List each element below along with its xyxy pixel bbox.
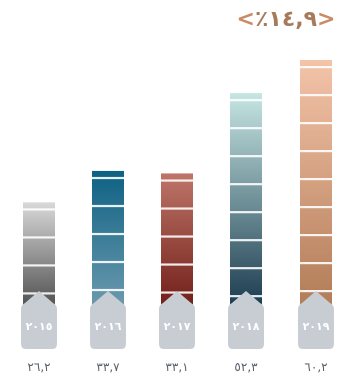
headline-open-bracket: < bbox=[236, 7, 255, 32]
bar-2-segments bbox=[92, 176, 124, 292]
bar-4 bbox=[230, 93, 262, 313]
year-label-1: ٢٠١٥ bbox=[26, 320, 53, 333]
year-label-2: ٢٠١٦ bbox=[95, 320, 122, 333]
bars-layer bbox=[23, 60, 332, 313]
year-badge-3 bbox=[159, 291, 195, 349]
year-badge-2 bbox=[90, 291, 126, 349]
year-label-4: ٢٠١٨ bbox=[233, 320, 260, 333]
value-label-4: ٥٢,٣ bbox=[234, 360, 258, 374]
year-badge-1 bbox=[21, 291, 57, 349]
year-badges-layer: ٢٠١٥ ٢٠١٦ ٢٠١٧ ٢٠١٨ ٢٠١٩ bbox=[21, 291, 334, 349]
value-label-3: ٣٣,١ bbox=[165, 360, 188, 374]
headline-close-bracket: > bbox=[317, 7, 336, 32]
year-label-3: ٢٠١٧ bbox=[164, 320, 191, 333]
year-badge-4 bbox=[228, 291, 264, 349]
value-label-2: ٣٣,٧ bbox=[96, 360, 120, 374]
value-label-1: ٢٦,٢ bbox=[27, 360, 50, 374]
bar-2 bbox=[92, 170, 124, 312]
value-label-5: ٦٠,٢ bbox=[304, 360, 327, 374]
year-badge-5 bbox=[298, 291, 334, 349]
growth-rate-headline: <٪١٤,٩> bbox=[228, 2, 344, 38]
bar-5 bbox=[300, 60, 332, 312]
value-labels-layer: ٢٦,٢ ٣٣,٧ ٣٣,١ ٥٢,٣ ٦٠,٢ bbox=[27, 360, 327, 374]
growth-rate-value: ٪١٤,٩ bbox=[254, 7, 318, 32]
bar-3 bbox=[161, 173, 193, 312]
year-label-5: ٢٠١٩ bbox=[303, 320, 330, 333]
